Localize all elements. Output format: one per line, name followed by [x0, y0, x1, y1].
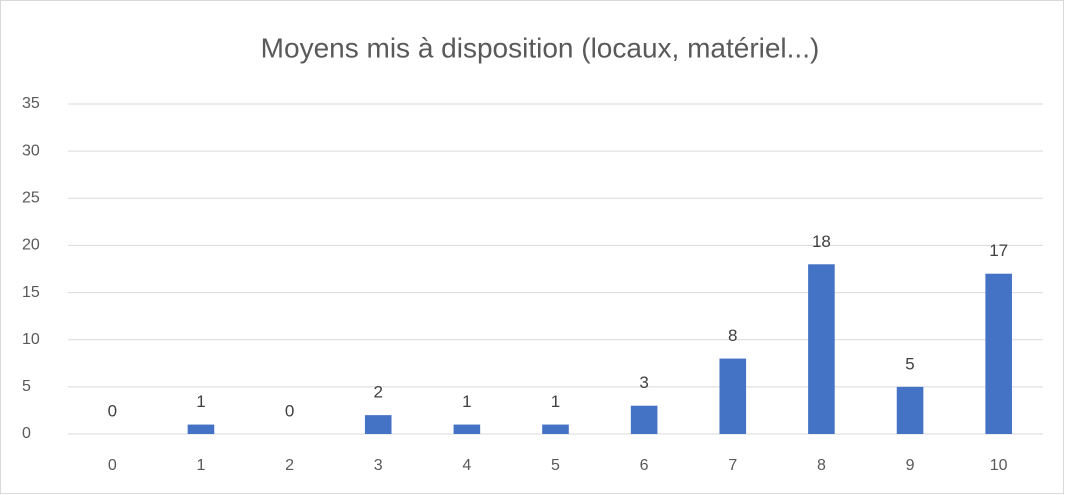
data-label: 18	[812, 232, 831, 251]
y-tick-label: 20	[22, 237, 40, 254]
y-tick-label: 35	[22, 95, 40, 112]
x-tick-label: 2	[285, 457, 294, 474]
bar	[187, 424, 215, 434]
bar	[630, 405, 658, 434]
x-tick-label: 4	[462, 457, 471, 474]
y-tick-label: 5	[22, 378, 31, 395]
data-label: 3	[639, 373, 648, 392]
x-tick-label: 0	[108, 457, 117, 474]
data-label: 5	[905, 354, 914, 373]
x-tick-label: 9	[906, 457, 915, 474]
y-tick-label: 10	[22, 331, 40, 348]
bar	[719, 358, 747, 434]
bar	[808, 264, 835, 434]
data-label: 8	[728, 326, 737, 345]
data-label: 1	[551, 392, 560, 411]
data-label: 0	[285, 401, 294, 420]
data-label: 1	[196, 392, 205, 411]
y-tick-label: 0	[22, 425, 31, 442]
bar	[364, 415, 392, 434]
data-label: 17	[989, 241, 1008, 260]
x-tick-label: 5	[551, 457, 560, 474]
x-tick-label: 8	[817, 457, 826, 474]
x-tick-label: 1	[197, 457, 206, 474]
x-tick-label: 10	[990, 457, 1008, 474]
data-label: 2	[373, 383, 382, 402]
y-tick-label: 30	[22, 142, 40, 159]
bar	[453, 424, 481, 434]
bar	[896, 386, 924, 434]
chart-title: Moyens mis à disposition (locaux, matéri…	[261, 32, 820, 63]
x-tick-label: 7	[728, 457, 737, 474]
x-tick-label: 3	[374, 457, 383, 474]
data-label: 1	[462, 392, 471, 411]
bar	[542, 424, 569, 434]
data-label: 0	[108, 401, 117, 420]
x-tick-label: 6	[640, 457, 649, 474]
y-tick-label: 15	[22, 284, 40, 301]
y-tick-label: 25	[22, 190, 40, 207]
bar	[985, 273, 1012, 434]
